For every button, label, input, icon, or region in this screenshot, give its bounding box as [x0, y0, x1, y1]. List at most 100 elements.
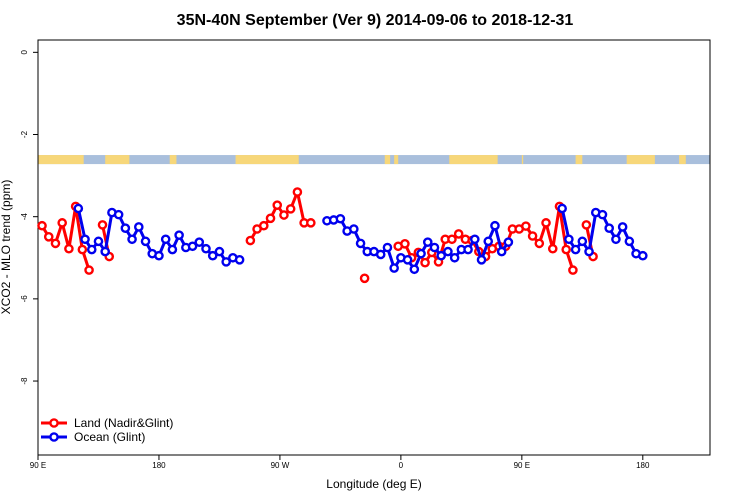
data-point: [570, 244, 581, 255]
data-point: [258, 220, 269, 231]
land-band: [679, 155, 686, 165]
y-tick-label: 0: [20, 50, 29, 55]
data-point: [557, 203, 567, 214]
data-point: [447, 234, 457, 245]
ocean-band: [38, 155, 710, 165]
land-band: [575, 155, 583, 165]
data-point: [335, 213, 346, 224]
data-point: [604, 223, 615, 233]
data-point: [120, 223, 131, 233]
land-band: [384, 155, 391, 165]
data-point: [416, 248, 426, 259]
data-point: [584, 246, 594, 257]
land-band: [235, 155, 299, 165]
land-band: [38, 155, 84, 165]
land-band: [521, 155, 524, 165]
plot-frame: [37, 39, 711, 456]
data-point: [113, 209, 124, 220]
data-point: [187, 241, 198, 252]
data-point: [564, 234, 574, 245]
land-band: [626, 155, 655, 165]
data-point: [292, 187, 303, 197]
data-point: [93, 236, 104, 247]
data-point: [86, 244, 97, 255]
data-point: [429, 242, 440, 253]
data-point: [194, 237, 205, 247]
legend-marker: [49, 418, 59, 428]
data-point: [160, 234, 171, 245]
data-point: [577, 236, 588, 247]
data-point: [443, 246, 453, 257]
data-point: [80, 234, 90, 245]
data-point: [349, 224, 359, 234]
land-band: [105, 155, 130, 165]
data-point: [234, 255, 245, 265]
data-point: [279, 210, 289, 220]
data-point: [207, 250, 218, 261]
data-point: [527, 231, 538, 241]
data-point: [43, 232, 54, 242]
data-point: [167, 244, 178, 255]
data-point: [534, 238, 545, 249]
data-point: [503, 237, 514, 247]
legend-label: Land (Nadir&Glint): [74, 416, 173, 430]
data-point: [245, 235, 256, 246]
y-tick-label: -2: [20, 130, 29, 138]
legend-marker: [49, 432, 59, 442]
y-axis-label: XCO2 - MLO trend (ppm): [0, 180, 13, 315]
data-point: [50, 238, 61, 249]
data-point: [496, 246, 507, 257]
data-point: [77, 244, 88, 255]
data-point: [73, 203, 84, 214]
x-tick-label: 90 W: [271, 461, 290, 470]
data-point: [64, 243, 74, 254]
series-line: [326, 217, 510, 271]
data-point: [306, 218, 316, 228]
data-point: [483, 236, 494, 247]
land-band: [449, 155, 498, 165]
data-point: [420, 257, 430, 268]
data-point: [469, 234, 480, 245]
data-point: [127, 234, 137, 245]
data-point: [402, 255, 413, 265]
data-point: [638, 250, 648, 261]
axis-ticks: 90 E 180 90 W 0 90 E 180 0 -2 -4 -6 -8: [20, 50, 650, 470]
data-point: [490, 220, 500, 231]
data-point: [400, 239, 410, 249]
data-point: [84, 265, 94, 275]
chart-title: 35N-40N September (Ver 9) 2014-09-06 to …: [177, 12, 574, 29]
x-tick-label: 180: [636, 461, 650, 470]
legend: Land (Nadir&Glint)Ocean (Glint): [41, 416, 173, 444]
data-point: [476, 255, 487, 265]
data-point: [140, 236, 151, 247]
data-point: [133, 222, 144, 232]
series-ocean: [73, 203, 648, 275]
x-tick-label: 0: [399, 461, 404, 470]
land-band: [394, 155, 399, 165]
data-point: [382, 242, 393, 253]
data-point: [355, 238, 366, 249]
x-tick-label: 90 E: [514, 461, 530, 470]
data-point: [389, 263, 399, 273]
x-tick-label: 90 E: [30, 461, 46, 470]
series-layer: [37, 187, 648, 284]
data-point: [521, 221, 531, 231]
land-band: [169, 155, 177, 165]
data-point: [409, 264, 420, 275]
data-point: [449, 252, 460, 263]
data-point: [201, 243, 211, 254]
series-land: [37, 187, 598, 284]
data-point: [97, 220, 108, 230]
data-point: [463, 244, 473, 255]
data-point: [541, 218, 551, 228]
y-tick-label: -6: [20, 295, 29, 303]
y-tick-label: -8: [20, 377, 29, 385]
y-tick-label: -4: [20, 213, 29, 221]
data-point: [581, 220, 592, 230]
data-point: [265, 213, 276, 224]
data-point: [174, 230, 184, 240]
data-point: [154, 250, 164, 261]
data-point: [561, 244, 571, 255]
data-point: [617, 222, 628, 232]
